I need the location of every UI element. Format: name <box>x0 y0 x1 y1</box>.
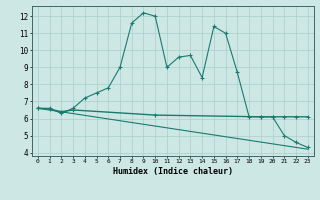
X-axis label: Humidex (Indice chaleur): Humidex (Indice chaleur) <box>113 167 233 176</box>
